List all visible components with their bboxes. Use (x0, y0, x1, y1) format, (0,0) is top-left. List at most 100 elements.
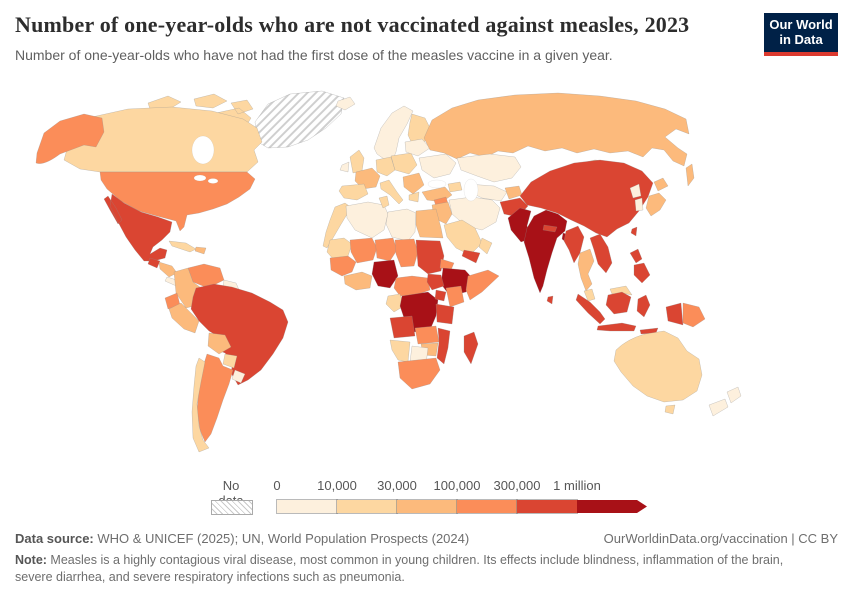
country-caucasus[interactable] (447, 181, 463, 193)
country-ukraine[interactable] (418, 153, 457, 179)
country-yemen[interactable] (461, 249, 481, 264)
legend-segment[interactable] (396, 499, 458, 514)
country-sri-lanka[interactable] (546, 295, 554, 305)
country-papua-new-guinea[interactable] (682, 302, 706, 328)
country-china[interactable] (519, 159, 654, 238)
country-kyrgyz-tajik[interactable] (504, 185, 523, 200)
country-borneo-malaysia[interactable] (609, 285, 633, 296)
country-iceland[interactable] (335, 96, 356, 111)
country-guatemala[interactable] (147, 257, 161, 269)
legend-segment[interactable] (577, 500, 647, 513)
country-somalia[interactable] (465, 269, 500, 301)
country-honduras-nicaragua[interactable] (158, 261, 178, 278)
owid-link[interactable]: OurWorldinData.org/vaccination | CC BY (603, 531, 838, 546)
country-ireland[interactable] (339, 161, 350, 173)
country-mexico[interactable] (103, 193, 173, 262)
data-source-label: Data source: (15, 531, 94, 546)
data-source-text: WHO & UNICEF (2025); UN, World Populatio… (93, 531, 470, 546)
chart-subtitle: Number of one-year-olds who have not had… (15, 47, 613, 63)
country-peru[interactable] (168, 302, 200, 334)
country-uk[interactable] (349, 149, 365, 174)
country-alaska[interactable] (35, 113, 105, 164)
country-gabon-congo[interactable] (385, 293, 405, 313)
legend-segment[interactable] (516, 499, 578, 514)
country-niger[interactable] (374, 237, 398, 262)
country-oman[interactable] (478, 237, 493, 255)
country-japan[interactable] (645, 177, 669, 217)
country-kenya[interactable] (445, 285, 465, 308)
country-iberia[interactable] (338, 183, 369, 201)
country-tasmania[interactable] (664, 404, 676, 415)
legend-tick-label: 30,000 (377, 478, 417, 493)
country-chile[interactable] (191, 357, 210, 453)
country-mozambique-malawi[interactable] (436, 327, 451, 365)
great-lakes-east (207, 178, 219, 184)
country-greece[interactable] (408, 191, 420, 203)
country-australia[interactable] (613, 330, 703, 403)
country-tanzania[interactable] (435, 303, 455, 325)
country-angola[interactable] (389, 315, 416, 339)
country-nigeria[interactable] (371, 259, 399, 289)
country-south-korea[interactable] (634, 197, 644, 212)
no-data-swatch[interactable] (211, 500, 253, 515)
country-tunisia[interactable] (378, 195, 390, 209)
legend-tick-label: 0 (273, 478, 281, 493)
country-sakhalin[interactable] (685, 163, 695, 187)
country-new-zealand[interactable] (708, 386, 742, 417)
country-uruguay[interactable] (231, 369, 246, 384)
country-libya[interactable] (385, 208, 417, 242)
country-morocco-wsahara[interactable] (322, 202, 353, 249)
country-ivory-ghana[interactable] (343, 271, 373, 291)
country-kazakhstan[interactable] (456, 153, 522, 183)
country-north-korea[interactable] (629, 183, 642, 199)
country-france[interactable] (354, 167, 381, 190)
country-cameroon-car[interactable] (393, 275, 431, 297)
logo-line1: Our World (769, 17, 833, 32)
country-balkans[interactable] (402, 172, 425, 195)
legend-segment[interactable] (276, 499, 338, 514)
country-russia[interactable] (423, 92, 690, 167)
country-cuba[interactable] (168, 240, 197, 253)
country-chad[interactable] (394, 238, 419, 268)
owid-logo[interactable]: Our World in Data (764, 13, 838, 56)
country-nepal[interactable] (542, 224, 558, 233)
country-sulawesi[interactable] (636, 294, 651, 318)
country-west-africa-coast[interactable] (329, 255, 357, 277)
country-philippines[interactable] (629, 248, 651, 284)
country-south-africa[interactable] (397, 357, 441, 390)
country-madagascar[interactable] (463, 331, 479, 365)
country-zambia[interactable] (414, 325, 440, 345)
country-papua-indonesia[interactable] (665, 302, 684, 326)
note-label: Note: (15, 553, 47, 567)
world-choropleth-map[interactable] (0, 85, 850, 475)
country-norway-sweden[interactable] (373, 105, 414, 163)
country-vietnam-laos[interactable] (589, 233, 613, 274)
country-taiwan[interactable] (630, 226, 638, 237)
country-mali[interactable] (349, 237, 378, 264)
country-poland-east[interactable] (390, 152, 418, 175)
country-algeria[interactable] (345, 201, 389, 239)
country-java[interactable] (596, 322, 637, 332)
country-namibia[interactable] (389, 339, 411, 363)
country-hispaniola[interactable] (194, 246, 207, 255)
country-egypt[interactable] (415, 208, 444, 239)
country-india[interactable] (523, 209, 568, 294)
country-bolivia[interactable] (207, 332, 232, 355)
legend-segment[interactable] (336, 499, 398, 514)
country-greenland[interactable] (254, 90, 345, 149)
country-thailand[interactable] (577, 248, 595, 292)
country-sudan[interactable] (415, 239, 445, 275)
country-italy[interactable] (379, 179, 404, 205)
country-malaysia[interactable] (583, 288, 596, 302)
country-sumatra[interactable] (575, 293, 606, 325)
country-uganda[interactable] (434, 289, 447, 302)
legend-segment[interactable] (456, 499, 518, 514)
country-brazil[interactable] (190, 283, 289, 386)
country-borneo-indonesia[interactable] (605, 291, 632, 315)
country-saudi[interactable] (443, 219, 483, 256)
country-south-sudan[interactable] (426, 273, 445, 291)
country-belarus-baltics[interactable] (404, 138, 431, 157)
country-myanmar[interactable] (563, 225, 585, 264)
country-germany-central[interactable] (375, 156, 396, 177)
country-paraguay[interactable] (222, 353, 238, 369)
